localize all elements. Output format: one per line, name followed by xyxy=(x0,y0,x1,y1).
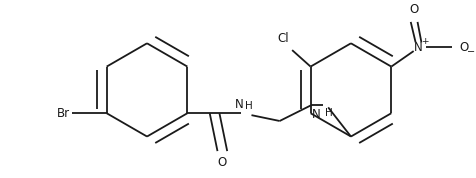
Text: O: O xyxy=(409,3,418,16)
Text: H: H xyxy=(325,108,333,118)
Text: O: O xyxy=(218,156,227,169)
Text: Br: Br xyxy=(57,107,70,120)
Text: −: − xyxy=(467,47,475,57)
Text: N: N xyxy=(414,41,423,54)
Text: Cl: Cl xyxy=(278,32,289,45)
Text: N: N xyxy=(235,98,244,111)
Text: O: O xyxy=(459,41,468,54)
Text: H: H xyxy=(245,101,252,111)
Text: +: + xyxy=(422,37,429,46)
Text: N: N xyxy=(312,108,320,121)
